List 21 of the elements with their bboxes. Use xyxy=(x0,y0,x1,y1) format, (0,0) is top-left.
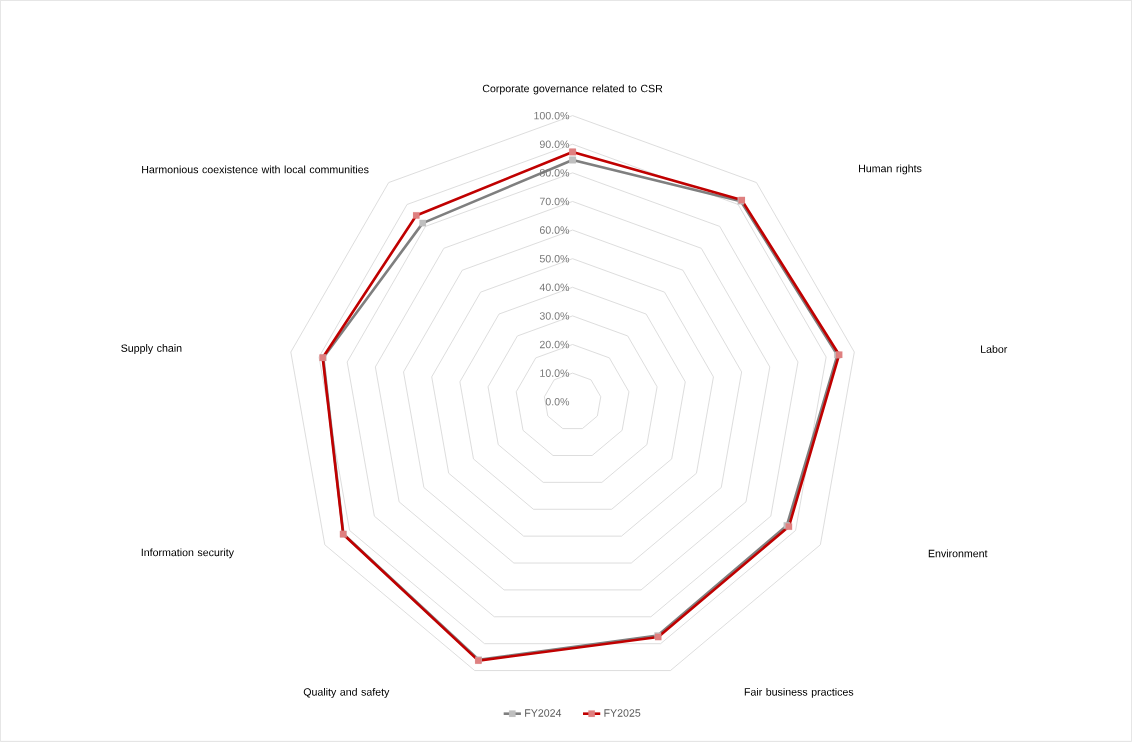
spoke-label: Harmonious coexistence with local communities xyxy=(142,165,369,174)
spoke-label: Information security xyxy=(141,548,234,559)
legend-label: FY2024 xyxy=(525,709,562,717)
y-tick-label: 90.0% xyxy=(539,140,570,149)
y-tick-label: 20.0% xyxy=(539,340,570,349)
y-tick-label: 0.0% xyxy=(545,398,570,406)
spoke-label: Human rights xyxy=(859,164,922,175)
legend-label: FY2025 xyxy=(604,709,641,717)
spoke-label: Environment xyxy=(928,549,988,558)
y-tick-label: 10.0% xyxy=(540,369,570,377)
spoke-label: Fair business practices xyxy=(744,688,854,698)
spoke-label: Supply chain xyxy=(121,344,182,355)
y-tick-label: 70.0% xyxy=(539,197,570,206)
spoke-label: Labor xyxy=(981,345,1008,354)
y-tick-label: 100.0% xyxy=(534,111,570,120)
spoke-label: Quality and safety xyxy=(303,688,390,698)
y-tick-label: 40.0% xyxy=(539,283,570,292)
y-tick-label: 50.0% xyxy=(539,255,570,263)
spoke-label: Corporate governance related to CSR xyxy=(482,84,663,95)
y-tick-label: 30.0% xyxy=(539,312,570,320)
y-tick-label: 60.0% xyxy=(539,226,570,234)
